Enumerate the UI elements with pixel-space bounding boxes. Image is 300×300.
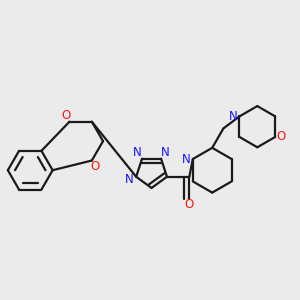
Text: N: N: [229, 110, 238, 123]
Text: O: O: [91, 160, 100, 173]
Text: O: O: [61, 109, 70, 122]
Text: O: O: [277, 130, 286, 143]
Text: N: N: [124, 173, 133, 186]
Text: N: N: [133, 146, 142, 159]
Text: O: O: [185, 198, 194, 211]
Text: N: N: [182, 152, 191, 166]
Text: N: N: [161, 146, 170, 159]
